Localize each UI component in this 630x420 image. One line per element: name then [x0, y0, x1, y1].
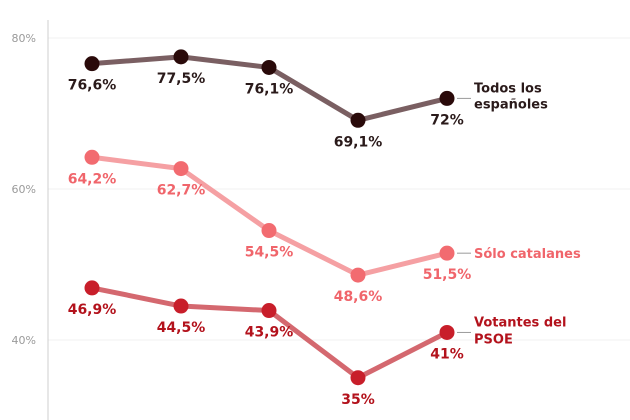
data-point [439, 90, 455, 106]
grid-layer [48, 37, 630, 341]
data-point [350, 370, 366, 386]
data-label: 48,6% [334, 289, 383, 305]
data-label: 69,1% [334, 134, 383, 150]
data-label: 77,5% [157, 71, 206, 87]
data-point [261, 303, 277, 319]
data-point [84, 56, 100, 72]
data-point [84, 280, 100, 296]
series-markers [84, 49, 455, 386]
data-point [173, 161, 189, 177]
data-label: 46,9% [68, 302, 117, 318]
y-axis: 80% 60% 40% [12, 20, 49, 420]
data-labels: 76,6% 77,5% 76,1% 69,1% 72% Todos losespañole… [68, 71, 581, 408]
series-name-label: Todos los [474, 81, 542, 96]
data-label: 51,5% [423, 267, 472, 283]
y-tick-label: 80% [12, 32, 36, 45]
data-point [439, 324, 455, 340]
series-name-label: españoles [474, 97, 548, 112]
y-tick-label: 40% [12, 334, 36, 347]
data-point [173, 298, 189, 314]
data-label: 43,9% [245, 325, 294, 341]
data-label: 76,6% [68, 78, 117, 94]
data-label: 62,7% [157, 183, 206, 199]
data-label: 44,5% [157, 320, 206, 336]
data-label: 72% [430, 112, 464, 128]
series-name-label: PSOE [474, 332, 513, 347]
data-point [173, 49, 189, 65]
data-label: 54,5% [245, 245, 294, 261]
series-name-label: Sólo catalanes [474, 247, 581, 262]
data-label: 41% [430, 346, 464, 362]
data-point [261, 59, 277, 75]
data-label: 35% [341, 392, 375, 408]
data-label: 76,1% [245, 81, 294, 97]
data-label: 64,2% [68, 171, 117, 187]
data-point [439, 245, 455, 261]
data-point [350, 112, 366, 128]
data-point [261, 223, 277, 239]
series-name-label: Votantes del [474, 315, 566, 330]
data-point [350, 267, 366, 283]
y-tick-label: 60% [12, 183, 36, 196]
data-point [84, 149, 100, 165]
